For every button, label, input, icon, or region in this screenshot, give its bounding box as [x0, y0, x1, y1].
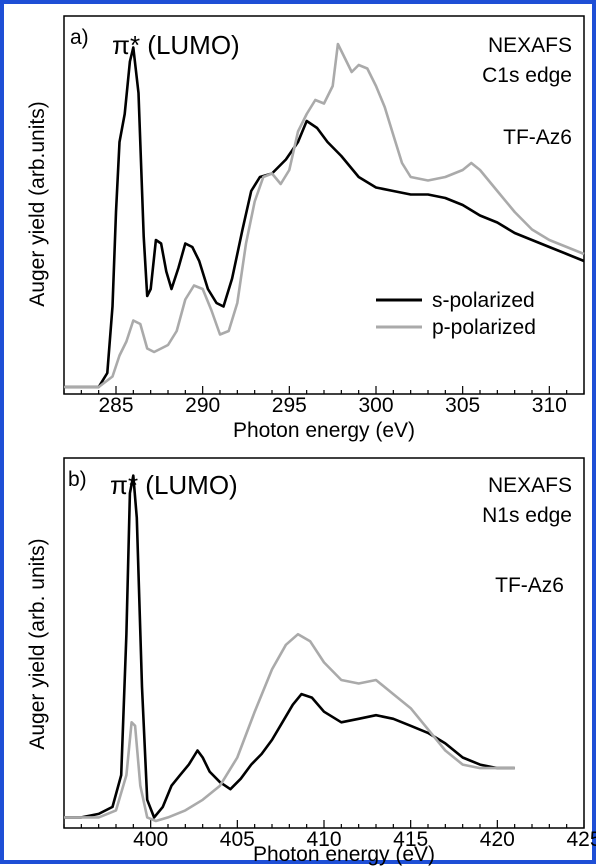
panel-a-xlabel: Photon energy (eV)	[233, 419, 415, 442]
panel-b: 400 405 410 415 420 425 b) π* (LUMO) NEXAFS N…	[26, 457, 596, 866]
x-tick-label: 425	[566, 828, 596, 851]
panel-b-plot-area: 400 405 410 415 420 425	[63, 457, 596, 851]
panel-b-peak-label: π* (LUMO)	[110, 470, 238, 500]
series-line-p-polarized	[64, 632, 515, 823]
x-tick-label: 290	[185, 394, 220, 417]
figure-svg: 285 290 295 300 305 310 a) π* (LUMO) NEXAFS C…	[26, 15, 596, 866]
panel-a-ylabel: Auger yield (arb.units)	[26, 101, 49, 306]
panel-b-title-line-2: N1s edge	[482, 504, 572, 527]
series-line-p-polarized	[64, 42, 585, 389]
panel-a-sample-label: TF-Az6	[503, 126, 572, 149]
panel-a: 285 290 295 300 305 310 a) π* (LUMO) NEXAFS C…	[26, 15, 585, 442]
x-tick-label: 410	[306, 828, 341, 851]
panel-b-ticks: 400 405 410 415 420 425	[63, 820, 596, 851]
x-tick-label: 285	[98, 394, 133, 417]
x-tick-label: 305	[445, 394, 480, 417]
panel-a-title-line-2: C1s edge	[482, 64, 572, 87]
panel-b-xlabel: Photon energy (eV)	[253, 843, 435, 866]
x-tick-label: 400	[133, 828, 168, 851]
x-tick-label: 405	[220, 828, 255, 851]
panel-a-legend: s-polarized p-polarized	[376, 289, 536, 339]
panel-a-series-group	[64, 42, 585, 389]
panel-a-label: a)	[70, 26, 89, 49]
legend-s-polarized-label: s-polarized	[432, 289, 535, 312]
x-tick-label: 300	[358, 394, 393, 417]
series-line-s-polarized	[64, 474, 515, 819]
panel-a-ticks: 285 290 295 300 305 310	[63, 386, 585, 417]
panel-b-ylabel: Auger yield (arb. units)	[26, 538, 49, 749]
panel-a-title-line-1: NEXAFS	[488, 34, 572, 57]
legend-p-polarized-label: p-polarized	[432, 316, 536, 339]
x-tick-label: 310	[532, 394, 567, 417]
panel-b-title-line-1: NEXAFS	[488, 474, 572, 497]
series-line-s-polarized	[64, 46, 585, 389]
x-tick-label: 415	[393, 828, 428, 851]
panel-b-series-group	[64, 474, 515, 823]
panel-b-label: b)	[68, 468, 87, 491]
x-tick-label: 420	[480, 828, 515, 851]
x-tick-label: 295	[272, 394, 307, 417]
panel-a-plot-area: 285 290 295 300 305 310	[63, 15, 585, 417]
panel-a-peak-label: π* (LUMO)	[112, 30, 240, 60]
panel-b-sample-label: TF-Az6	[495, 574, 564, 597]
